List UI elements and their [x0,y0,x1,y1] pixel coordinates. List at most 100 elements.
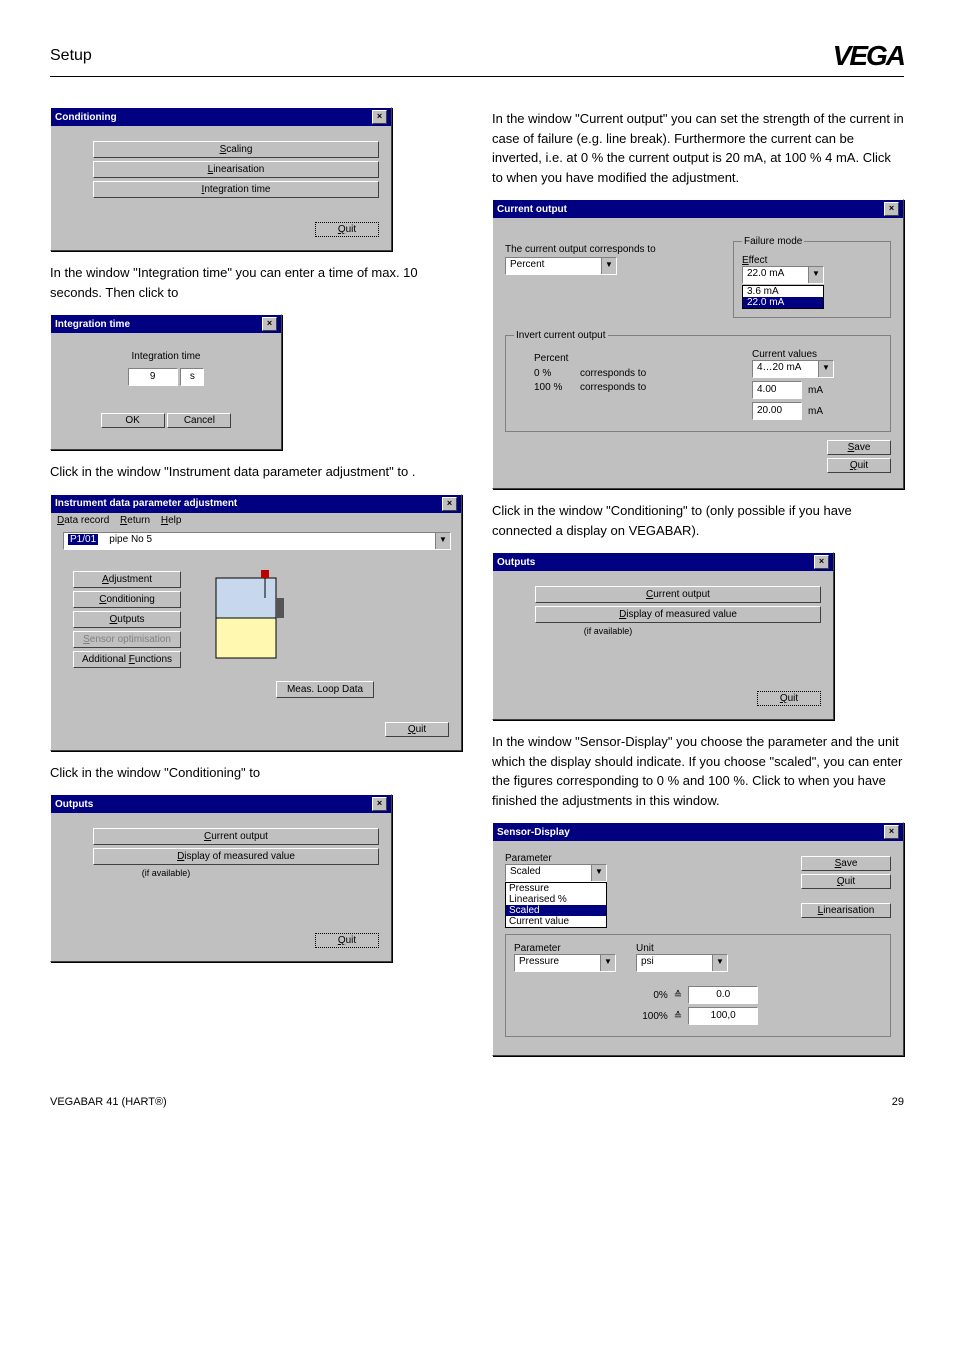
parameter-label-2: Parameter [514,943,616,954]
menu-return[interactable]: Return [120,515,150,526]
save-button[interactable]: Save [827,440,891,455]
save-button[interactable]: Save [801,856,891,871]
chevron-down-icon: ▼ [712,955,727,971]
integration-time-button[interactable]: Integration time [93,181,379,198]
conditioning-window: Conditioning × Scaling Linearisation Int… [50,107,392,251]
menubar: Data record Return Help [51,513,461,528]
percent-dropdown[interactable]: Percent ▼ [505,257,617,275]
outputs-button[interactable]: Outputs [73,611,181,628]
percent-label: Percent [534,353,752,364]
corresponds-label: corresponds to [580,368,660,379]
ok-button[interactable]: OK [101,413,165,428]
value-0-input[interactable]: 4.00 [752,381,802,399]
conditioning-button[interactable]: Conditioning [73,591,181,608]
range-dropdown[interactable]: 4…20 mA ▼ [752,360,834,378]
body-text-r2: Click in the window "Conditioning" to (o… [492,501,904,540]
outputs-window: Outputs × Current output Display of meas… [50,794,392,962]
parameter-label: Parameter [505,853,789,864]
chevron-down-icon: ▼ [601,258,616,274]
quit-button[interactable]: Quit [315,933,379,948]
body-text-1: In the window "Integration time" you can… [50,263,462,302]
option-linearised[interactable]: Linearised % [506,894,606,905]
current-output-window: Current output × The current output corr… [492,199,904,489]
outputs-window-2: Outputs × Current output Display of meas… [492,552,834,720]
close-icon[interactable]: × [442,497,457,511]
window-title: Current output [497,204,567,215]
chevron-down-icon: ▼ [591,865,606,881]
window-title: Integration time [55,319,130,330]
tank-icon [201,568,311,678]
option-current-value[interactable]: Current value [506,916,606,927]
body-text-r3: In the window "Sensor-Display" you choos… [492,732,904,810]
hundred-pct-label: 100 % [534,382,574,393]
current-output-button[interactable]: Current output [93,828,379,845]
corresponds-label: The current output corresponds to [505,244,723,255]
option-scaled[interactable]: Scaled [506,905,606,916]
integration-time-label: Integration time [63,351,269,362]
close-icon[interactable]: × [884,825,899,839]
zero-pct-label: 0 % [534,368,574,379]
page-title: Setup [50,47,92,65]
zero-pct-label: 0% [638,990,668,1001]
chevron-down-icon: ▼ [818,361,833,377]
quit-button[interactable]: Quit [801,874,891,889]
window-title: Instrument data parameter adjustment [55,498,237,509]
meas-loop-button[interactable]: Meas. Loop Data [276,681,374,698]
integration-time-window: Integration time × Integration time 9 s … [50,314,282,450]
body-text-2: Click in the window "Instrument data par… [50,462,462,482]
parameter-dropdown[interactable]: Scaled ▼ [505,864,607,882]
option-pressure[interactable]: Pressure [506,883,606,894]
cancel-button[interactable]: Cancel [167,413,231,428]
page-header: Setup VEGA [50,40,904,77]
failure-mode-group: Failure mode Effect 22.0 mA ▼ 3.6 mA 22.… [733,236,891,318]
linearisation-button[interactable]: Linearisation [801,903,891,918]
value-100-input[interactable]: 100,0 [688,1007,758,1025]
if-available-label: (if available) [93,868,239,878]
corresponds-label: corresponds to [580,382,660,393]
window-title: Sensor-Display [497,827,570,838]
current-values-label: Current values [752,349,882,360]
window-title: Conditioning [55,112,117,123]
right-column: In the window "Current output" you can s… [492,97,904,1066]
quit-button[interactable]: Quit [757,691,821,706]
effect-label: Effect [742,255,882,266]
pipe-dropdown[interactable]: P1/01 pipe No 5 ▼ [63,532,451,550]
equals-icon: ≙ [674,1011,682,1022]
value-0-input[interactable]: 0.0 [688,986,758,1004]
instrument-window: Instrument data parameter adjustment × D… [50,494,462,751]
equals-icon: ≙ [674,990,682,1001]
display-measured-button[interactable]: Display of measured value [93,848,379,865]
current-output-button[interactable]: Current output [535,586,821,603]
quit-button[interactable]: Quit [315,222,379,237]
ma-label: mA [808,385,823,396]
unit-dropdown[interactable]: psi ▼ [636,954,728,972]
adjustment-button[interactable]: Adjustment [73,571,181,588]
close-icon[interactable]: × [372,110,387,124]
hundred-pct-label: 100% [638,1011,668,1022]
page-footer: VEGABAR 41 (HART®) 29 [50,1096,904,1108]
body-text-3: Click in the window "Conditioning" to [50,763,462,783]
close-icon[interactable]: × [814,555,829,569]
close-icon[interactable]: × [884,202,899,216]
effect-option-selected[interactable]: 22.0 mA [743,297,823,308]
ma-label: mA [808,406,823,417]
menu-datarecord[interactable]: Data record [57,515,109,526]
unit-label: Unit [636,943,728,954]
value-100-input[interactable]: 20.00 [752,402,802,420]
integration-time-input[interactable]: 9 [128,368,178,386]
unit-label: s [180,368,204,386]
effect-dropdown[interactable]: 22.0 mA ▼ [742,266,824,284]
display-measured-button[interactable]: Display of measured value [535,606,821,623]
additional-func-button[interactable]: Additional Functions [73,651,181,668]
chevron-down-icon: ▼ [808,267,823,283]
menu-help[interactable]: Help [161,515,182,526]
quit-button[interactable]: Quit [385,722,449,737]
sensor-opt-button: Sensor optimisation [73,631,181,648]
effect-option[interactable]: 3.6 mA [743,286,823,297]
quit-button[interactable]: Quit [827,458,891,473]
linearisation-button[interactable]: Linearisation [93,161,379,178]
scaling-button[interactable]: Scaling [93,141,379,158]
close-icon[interactable]: × [262,317,277,331]
close-icon[interactable]: × [372,797,387,811]
parameter2-dropdown[interactable]: Pressure ▼ [514,954,616,972]
